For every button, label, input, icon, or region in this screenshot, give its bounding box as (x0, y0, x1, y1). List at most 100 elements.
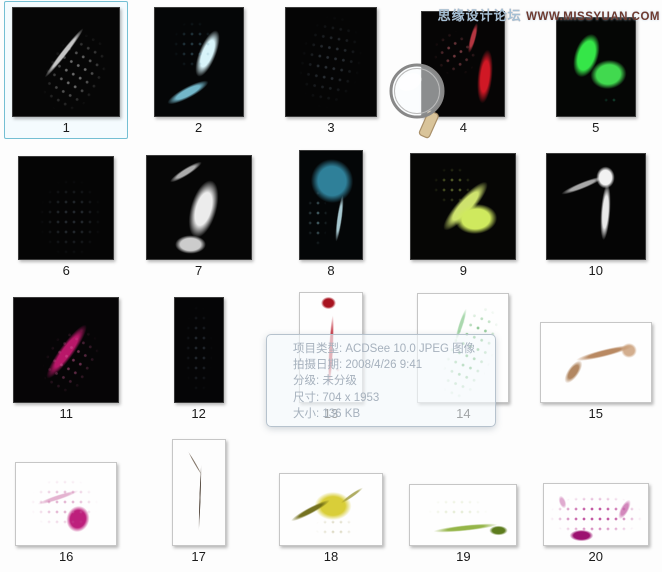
thumbnail-label: 18 (323, 549, 339, 564)
paint-splash (184, 303, 213, 397)
thumbnail-image-10[interactable] (545, 153, 646, 260)
thumbnail-cell-17[interactable]: 17 (132, 429, 264, 572)
paint-splash (306, 188, 329, 248)
thumbnail-cell-19[interactable]: 19 (397, 429, 529, 572)
thumbnail-label: 11 (59, 406, 73, 421)
thumbnail-image-11[interactable] (13, 297, 120, 403)
tooltip-line: 尺寸: 704 x 1953 (293, 391, 380, 404)
thumbnail-image-20[interactable] (542, 483, 649, 546)
thumbnail-box: 10 (534, 144, 658, 282)
paint-splash (594, 164, 617, 190)
thumbnail-label: 17 (191, 549, 206, 564)
thumbnail-cell-20[interactable]: 20 (530, 429, 662, 572)
tooltip-line: 拍摄日期: 2008/4/26 9:41 (293, 359, 423, 372)
thumbnail-cell-16[interactable]: 16 (0, 429, 132, 572)
thumbnail-image-2[interactable] (153, 7, 244, 117)
thumbnail-image-16[interactable] (15, 462, 118, 546)
paint-splash (426, 497, 490, 521)
thumbnail-image-18[interactable] (278, 473, 383, 546)
thumbnail-label: 16 (58, 549, 74, 564)
file-info-tooltip: 项目类型: ACDSee 10.0 JPEG 图像 拍摄日期: 2008/4/26… (266, 334, 496, 427)
thumbnail-label: 12 (191, 406, 206, 421)
thumbnail-box: 16 (4, 430, 128, 568)
thumbnail-image-5[interactable] (555, 17, 636, 117)
thumbnail-image-12[interactable] (173, 297, 224, 403)
thumbnail-box: 12 (137, 287, 261, 425)
thumbnail-image-7[interactable] (145, 155, 252, 260)
tooltip-line: 项目类型: ACDSee 10.0 JPEG 图像 (293, 343, 476, 355)
thumbnail-label: 8 (327, 263, 335, 278)
paint-splash (601, 95, 622, 108)
thumbnail-cell-11[interactable]: 11 (0, 286, 132, 429)
thumbnail-label: 3 (327, 120, 335, 135)
thumbnail-label: 4 (459, 120, 467, 135)
thumbnail-box: 20 (534, 430, 658, 568)
thumbnail-label: 1 (62, 120, 70, 135)
thumbnail-label: 5 (592, 120, 600, 135)
paint-splash (172, 18, 217, 73)
paint-splash (291, 8, 371, 116)
thumbnail-box: 17 (137, 430, 261, 568)
thumbnail-cell-10[interactable]: 10 (530, 143, 662, 286)
paint-splash (567, 528, 595, 542)
thumbnail-box: 6 (4, 144, 128, 282)
paint-splash (30, 315, 113, 402)
thumbnail-cell-7[interactable]: 7 (132, 143, 264, 286)
thumbnail-cell-6[interactable]: 6 (0, 143, 132, 286)
thumbnail-box: 3 (269, 1, 393, 139)
thumbnail-image-17[interactable] (171, 439, 226, 546)
paint-splash (172, 234, 208, 255)
thumbnail-image-9[interactable] (410, 153, 517, 260)
paint-splash (157, 71, 219, 114)
thumbnail-image-8[interactable] (298, 150, 363, 260)
watermark-site-url: WWW.MISSYUAN.COM (526, 11, 660, 23)
thumbnail-box: 7 (137, 144, 261, 282)
thumbnail-cell-5[interactable]: 5 (530, 0, 662, 143)
thumbnail-label: 2 (194, 120, 203, 135)
thumbnail-box: 18 (269, 430, 393, 568)
thumbnail-box: 5 (534, 1, 658, 139)
thumbnail-label: 15 (588, 406, 603, 421)
thumbnail-cell-9[interactable]: 9 (397, 143, 529, 286)
selected-thumbnail-box: 1 (4, 1, 129, 139)
thumbnail-image-19[interactable] (409, 484, 518, 546)
thumbnail-box: 11 (4, 287, 128, 425)
watermark: 思缘设计论坛 WWW.MISSYUAN.COM (438, 5, 660, 25)
paint-splash (313, 516, 359, 538)
thumbnail-cell-1[interactable]: 1 (0, 0, 132, 143)
paint-splash (29, 477, 100, 531)
thumbnail-box: 19 (401, 430, 525, 568)
paint-splash (619, 341, 638, 360)
paint-splash (27, 20, 120, 116)
thumbnail-image-15[interactable] (539, 322, 652, 403)
thumbnail-cell-3[interactable]: 3 (265, 0, 397, 143)
thumbnail-cell-2[interactable]: 2 (132, 0, 264, 143)
thumbnail-label: 10 (588, 263, 603, 278)
tooltip-line: 分级: 未分级 (293, 375, 357, 388)
thumbnail-image-1[interactable] (12, 7, 121, 117)
thumbnail-box: 9 (401, 144, 525, 282)
paint-splash (185, 446, 206, 480)
paint-splash (557, 353, 591, 391)
thumbnail-box: 8 (269, 144, 393, 282)
thumbnail-label: 6 (62, 263, 70, 278)
thumbnail-cell-18[interactable]: 18 (265, 429, 397, 572)
thumbnail-cell-8[interactable]: 8 (265, 143, 397, 286)
paint-splash (432, 164, 474, 207)
thumbnail-image-3[interactable] (284, 7, 377, 117)
tooltip-line: 大小: 136 KB (293, 407, 361, 420)
paint-splash (37, 177, 104, 259)
thumbnail-box: 15 (534, 287, 658, 425)
paint-splash (487, 525, 509, 536)
thumbnail-box: 2 (137, 1, 261, 139)
magnifier-cursor-icon (389, 63, 445, 139)
thumbnail-cell-12[interactable]: 12 (132, 286, 264, 429)
watermark-site-name: 思缘设计论坛 (437, 8, 522, 23)
thumbnail-label: 19 (456, 549, 471, 564)
thumbnail-label: 7 (194, 263, 203, 278)
thumbnail-image-6[interactable] (18, 156, 115, 260)
thumbnail-label: 9 (459, 263, 467, 278)
thumbnail-cell-15[interactable]: 15 (530, 286, 662, 429)
